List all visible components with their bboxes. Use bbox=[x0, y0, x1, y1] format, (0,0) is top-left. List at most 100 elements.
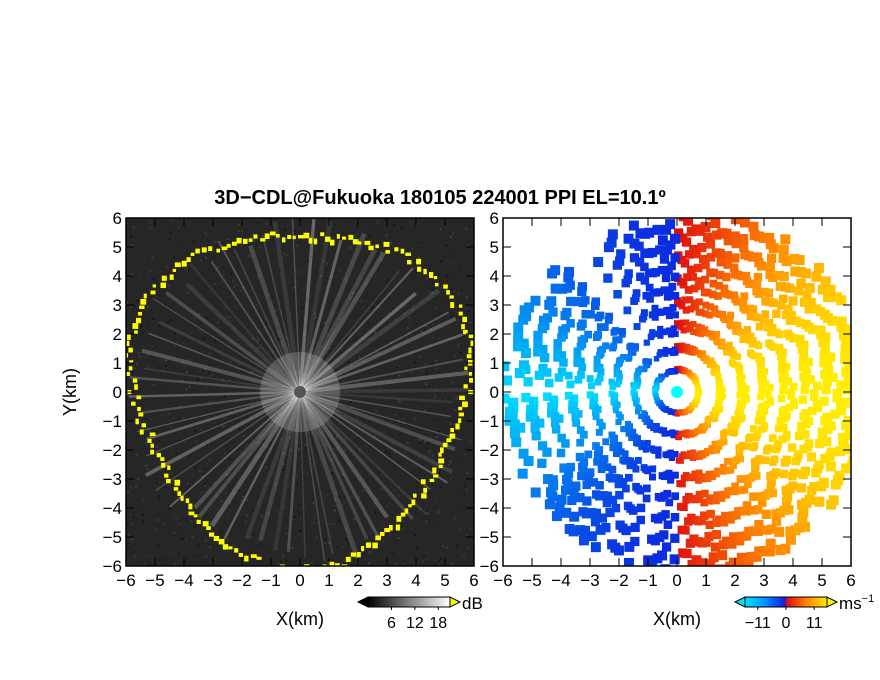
velocity-pixel bbox=[564, 266, 575, 277]
noise-pixel bbox=[149, 296, 152, 299]
noise-pixel bbox=[400, 526, 403, 529]
noise-pixel bbox=[226, 516, 229, 519]
noise-pixel bbox=[368, 562, 371, 565]
noise-pixel bbox=[229, 360, 232, 363]
noise-pixel bbox=[425, 446, 428, 449]
noise-pixel bbox=[254, 403, 257, 406]
velocity-pixel bbox=[659, 530, 669, 540]
velocity-pixel bbox=[785, 316, 795, 325]
colorbar-high-arrow bbox=[826, 596, 839, 608]
noise-pixel bbox=[180, 537, 183, 540]
noise-pixel bbox=[434, 473, 437, 476]
x-tick-label: 2 bbox=[353, 571, 362, 590]
noise-pixel bbox=[372, 330, 375, 333]
noise-pixel bbox=[164, 563, 167, 566]
noise-pixel bbox=[337, 399, 340, 402]
velocity-pixel bbox=[728, 422, 735, 429]
velocity-pixel bbox=[706, 253, 716, 262]
velocity-pixel bbox=[700, 511, 709, 520]
velocity-pixel bbox=[707, 218, 718, 221]
velocity-pixel bbox=[802, 290, 812, 300]
velocity-pixel bbox=[778, 294, 788, 304]
velocity-pixel bbox=[765, 339, 773, 348]
noise-pixel bbox=[456, 304, 459, 307]
velocity-pixel bbox=[774, 526, 785, 537]
noise-pixel bbox=[244, 259, 247, 262]
noise-pixel bbox=[160, 337, 163, 340]
noise-pixel bbox=[137, 297, 140, 300]
y-tick-label: 6 bbox=[490, 209, 499, 228]
noise-pixel bbox=[360, 370, 363, 373]
noise-pixel bbox=[287, 403, 290, 406]
velocity-pixel bbox=[760, 287, 769, 297]
velocity-pixel bbox=[711, 305, 719, 313]
noise-pixel bbox=[298, 315, 301, 318]
velocity-pixel bbox=[840, 353, 851, 364]
noise-pixel bbox=[173, 552, 176, 555]
velocity-pixel bbox=[693, 495, 702, 503]
velocity-pixel bbox=[599, 459, 608, 468]
velocity-pixel bbox=[726, 320, 734, 328]
y-tick-label: −6 bbox=[103, 557, 122, 576]
noise-pixel bbox=[412, 464, 415, 467]
velocity-pixel bbox=[729, 346, 736, 354]
echo-streak bbox=[129, 376, 301, 394]
noise-pixel bbox=[345, 504, 348, 507]
noise-pixel bbox=[158, 261, 161, 264]
noise-pixel bbox=[322, 308, 325, 311]
noise-pixel bbox=[214, 557, 217, 560]
velocity-pixel bbox=[663, 292, 672, 301]
noise-pixel bbox=[158, 325, 161, 328]
high-echo-pixel bbox=[161, 275, 167, 281]
noise-pixel bbox=[324, 510, 327, 513]
noise-pixel bbox=[427, 491, 430, 494]
velocity-pixel bbox=[730, 253, 740, 263]
noise-pixel bbox=[269, 239, 272, 242]
velocity-pixel bbox=[540, 353, 550, 363]
noise-pixel bbox=[338, 422, 341, 425]
velocity-pixel bbox=[731, 321, 739, 329]
noise-pixel bbox=[445, 244, 448, 247]
noise-pixel bbox=[151, 345, 154, 348]
echo-streak bbox=[137, 391, 301, 433]
velocity-pixel bbox=[575, 452, 585, 462]
noise-pixel bbox=[268, 386, 271, 389]
velocity-pixel bbox=[655, 330, 662, 338]
noise-pixel bbox=[147, 324, 150, 327]
velocity-pixel bbox=[706, 303, 714, 311]
high-echo-pixel bbox=[446, 290, 450, 295]
noise-pixel bbox=[363, 296, 366, 299]
high-echo-pixel bbox=[238, 552, 244, 557]
velocity-pixel bbox=[636, 515, 645, 525]
noise-pixel bbox=[332, 360, 335, 363]
noise-pixel bbox=[468, 310, 471, 313]
noise-pixel bbox=[230, 458, 233, 461]
noise-pixel bbox=[167, 511, 170, 514]
velocity-pixel bbox=[828, 372, 838, 383]
noise-pixel bbox=[328, 377, 331, 380]
velocity-pixel bbox=[813, 381, 822, 391]
noise-pixel bbox=[145, 506, 148, 509]
y-tick-label: 5 bbox=[113, 238, 122, 257]
noise-pixel bbox=[140, 221, 143, 224]
velocity-pixel bbox=[689, 204, 699, 214]
noise-pixel bbox=[231, 377, 234, 380]
noise-pixel bbox=[143, 318, 146, 321]
noise-pixel bbox=[152, 277, 155, 280]
velocity-pixel bbox=[615, 441, 623, 449]
velocity-pixel bbox=[579, 525, 590, 536]
velocity-pixel bbox=[674, 205, 684, 215]
noise-pixel bbox=[339, 344, 342, 347]
noise-pixel bbox=[289, 426, 292, 429]
velocity-pixel bbox=[768, 488, 778, 498]
noise-pixel bbox=[390, 341, 393, 344]
high-echo-pixel bbox=[174, 479, 181, 486]
velocity-pixel bbox=[770, 455, 779, 464]
noise-pixel bbox=[150, 218, 153, 221]
noise-pixel bbox=[326, 333, 329, 336]
noise-pixel bbox=[324, 335, 327, 338]
noise-pixel bbox=[346, 403, 349, 406]
noise-pixel bbox=[164, 331, 167, 334]
velocity-pixel bbox=[592, 413, 600, 421]
